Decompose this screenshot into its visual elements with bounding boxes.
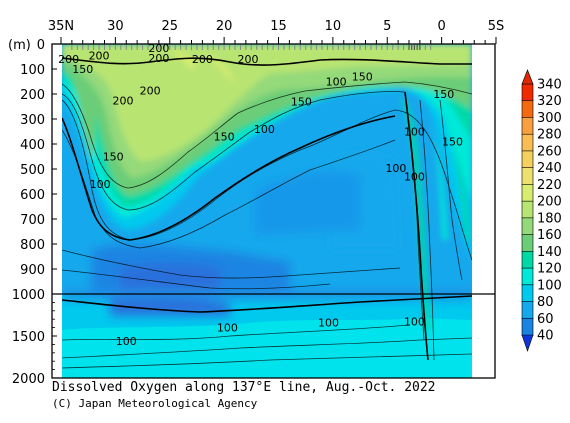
colorbar-swatch (521, 167, 534, 186)
contour-label: 200 (192, 53, 213, 66)
x-tick-label: 5S (488, 19, 505, 34)
station-markers (71, 45, 432, 50)
y-tick-label: 700 (20, 213, 45, 228)
x-tick-label: 35N (48, 19, 74, 34)
colorbar-label: 280 (537, 128, 562, 143)
y-tick-label: 300 (20, 113, 45, 128)
colorbar-swatch (521, 301, 534, 320)
contour-label: 150 (214, 131, 235, 144)
colorbar-top-arrow (521, 69, 534, 85)
contour-label: 100 (404, 316, 425, 329)
contour-label: 200 (238, 53, 259, 66)
y-tick-label-top: 0 (37, 38, 45, 53)
colorbar-label: 40 (537, 329, 554, 344)
contour-label: 100 (217, 322, 238, 335)
y-tick-label: 800 (20, 238, 45, 253)
colorbar-swatch (521, 133, 534, 152)
colorbar-swatch (521, 117, 534, 136)
contour-label: 200 (58, 53, 79, 66)
x-tick-label: 15 (270, 19, 287, 34)
contour-label: 150 (72, 63, 93, 76)
x-tick-label: 5 (383, 19, 391, 34)
contour-label: 100 (404, 171, 425, 184)
colorbar-swatch (521, 200, 534, 219)
y-tick-label: 200 (20, 88, 45, 103)
y-tick-label: 600 (20, 188, 45, 203)
y-axis-unit-label: (m) (8, 38, 31, 53)
contour-label: 200 (148, 52, 169, 65)
colorbar-swatch (521, 150, 534, 169)
contour-label: 100 (90, 178, 111, 191)
axes: 35N 30 25 20 15 10 5 0 5S 100 200 300 400 500 600 700 80… (12, 19, 504, 387)
contour-label: 100 (254, 123, 275, 136)
x-tick-label: 30 (107, 19, 124, 34)
colorbar-swatch (521, 217, 534, 236)
contour-label: 200 (148, 42, 169, 55)
colorbar-swatch (521, 251, 534, 269)
contour-label: 100 (404, 126, 425, 139)
y-tick-label: 1500 (12, 330, 45, 345)
contour-label: 150 (442, 136, 463, 149)
contour-label: 100 (116, 335, 137, 348)
colorbar-swatch (521, 267, 534, 286)
colorbar-swatch (521, 317, 534, 336)
colorbar-label: 260 (537, 144, 562, 159)
y-tick-label: 900 (20, 263, 45, 278)
colorbar-label: 240 (537, 161, 562, 176)
y-tick-label: 500 (20, 163, 45, 178)
colorbar-swatch (521, 234, 534, 253)
colorbar-label: 300 (537, 111, 562, 126)
oxygen-color-field (52, 44, 495, 378)
colorbar-label: 320 (537, 94, 562, 109)
contour-label: 200 (89, 49, 110, 62)
contour-label: 150 (103, 151, 124, 164)
chart-credit: (C) Japan Meteorological Agency (52, 397, 258, 410)
colorbar-label: 220 (537, 178, 562, 193)
colorbar-label: 60 (537, 312, 554, 327)
y-tick-label: 2000 (12, 372, 45, 387)
contour-label: 100 (385, 162, 406, 175)
contour-label: 200 (112, 94, 133, 107)
colorbar-swatch (521, 83, 534, 102)
colorbar: 3403203002802602402202001801601401201008… (521, 69, 562, 352)
colorbar-label: 100 (537, 278, 562, 293)
y-tick-label: 100 (20, 63, 45, 78)
colorbar-label: 160 (537, 228, 562, 243)
y-tick-label: 400 (20, 138, 45, 153)
x-tick-label: 25 (161, 19, 178, 34)
colorbar-label: 140 (537, 245, 562, 260)
contour-label: 200 (140, 84, 161, 97)
colorbar-swatch (521, 284, 534, 303)
contour-label: 100 (318, 317, 339, 330)
colorbar-swatch (521, 100, 534, 119)
contour-label: 150 (433, 88, 454, 101)
x-tick-label: 10 (325, 19, 342, 34)
x-tick-label: 0 (437, 19, 445, 34)
contour-label: 150 (291, 96, 312, 109)
colorbar-label: 80 (537, 295, 554, 310)
y-tick-label: 1000 (12, 288, 45, 303)
colorbar-label: 200 (537, 195, 562, 210)
contour-label: 100 (326, 76, 347, 89)
colorbar-label: 340 (537, 78, 562, 93)
colorbar-label: 120 (537, 262, 562, 277)
chart-title: Dissolved Oxygen along 137°E line, Aug.-… (52, 380, 436, 395)
plot-frame (51, 43, 496, 379)
colorbar-label: 180 (537, 211, 562, 226)
colorbar-swatch (521, 184, 534, 202)
contour-label: 150 (352, 71, 373, 84)
x-tick-label: 20 (216, 19, 233, 34)
colorbar-bottom-arrow (521, 334, 534, 352)
